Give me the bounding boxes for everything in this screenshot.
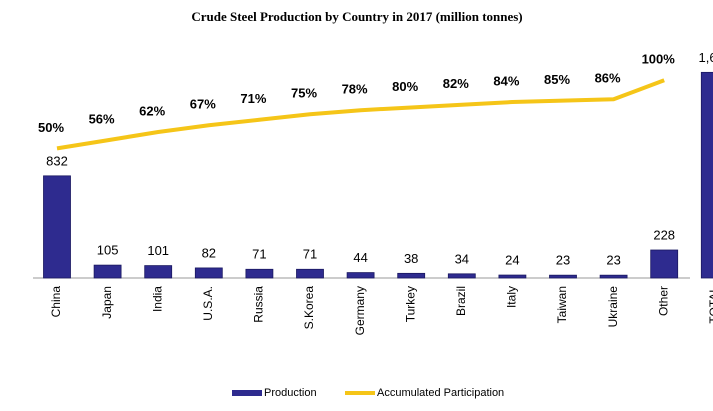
bar-value-label: 832	[46, 153, 68, 168]
line-value-label: 82%	[443, 76, 469, 91]
bar	[549, 274, 577, 279]
line-value-label: 56%	[89, 112, 115, 127]
x-tick-label: Italy	[505, 286, 519, 308]
x-tick-label: India	[150, 286, 164, 312]
line-value-label: 78%	[342, 82, 368, 97]
x-tick-label: S.Korea	[302, 286, 316, 330]
bar	[599, 274, 628, 279]
x-tick-label: China	[49, 286, 63, 318]
bar-value-label: 38	[404, 251, 418, 266]
bar-value-label: 71	[252, 247, 266, 262]
bar	[144, 265, 173, 279]
x-tick-label: Turkey	[403, 286, 417, 322]
x-tick-label: Other	[656, 286, 670, 316]
x-tick-label: U.S.A.	[201, 286, 215, 321]
bar	[194, 267, 223, 279]
x-tick-label: Taiwan	[555, 286, 569, 323]
legend-swatch	[232, 390, 262, 396]
bar-value-label: 23	[556, 253, 570, 268]
bar-value-label: 44	[353, 250, 367, 265]
line-value-label: 50%	[38, 120, 64, 135]
x-tick-label: Germany	[353, 286, 367, 335]
bar	[245, 268, 274, 279]
bar	[296, 268, 324, 279]
line-value-label: 84%	[493, 73, 519, 88]
chart-title: Crude Steel Production by Country in 201…	[191, 9, 522, 24]
line-value-label: 100%	[642, 52, 676, 67]
line-value-label: 62%	[139, 103, 165, 118]
line-value-label: 85%	[544, 72, 570, 87]
bar-value-label: 101	[147, 243, 169, 258]
x-tick-label: Ukraine	[606, 286, 620, 328]
bar-value-label: 1,675	[699, 50, 713, 65]
line-value-label: 80%	[392, 79, 418, 94]
line-value-label: 75%	[291, 86, 317, 101]
bar	[43, 175, 71, 279]
legend-label: Accumulated Participation	[377, 387, 504, 399]
line-value-label: 67%	[190, 97, 216, 112]
x-tick-label: Brazil	[454, 286, 468, 316]
bar	[447, 273, 476, 279]
line-value-label: 71%	[240, 91, 266, 106]
x-tick-label: Russia	[252, 286, 266, 323]
bar-value-label: 82	[202, 245, 216, 260]
bar	[346, 272, 375, 279]
bar-value-label: 24	[505, 252, 519, 267]
bar	[498, 274, 527, 279]
bar-value-label: 34	[455, 251, 469, 266]
bar	[397, 272, 426, 279]
line-value-label: 86%	[595, 71, 621, 86]
x-tick-label: TOTAL	[707, 286, 713, 324]
x-tick-label: Japan	[100, 286, 114, 319]
line	[56, 78, 665, 151]
bar-value-label: 228	[653, 227, 675, 242]
bar-value-label: 23	[606, 253, 620, 268]
bar	[650, 249, 679, 279]
bar-value-label: 105	[97, 243, 119, 258]
bar-value-label: 71	[303, 247, 317, 262]
legend-label: Production	[264, 387, 317, 399]
bar	[93, 264, 122, 279]
bar	[700, 71, 713, 279]
